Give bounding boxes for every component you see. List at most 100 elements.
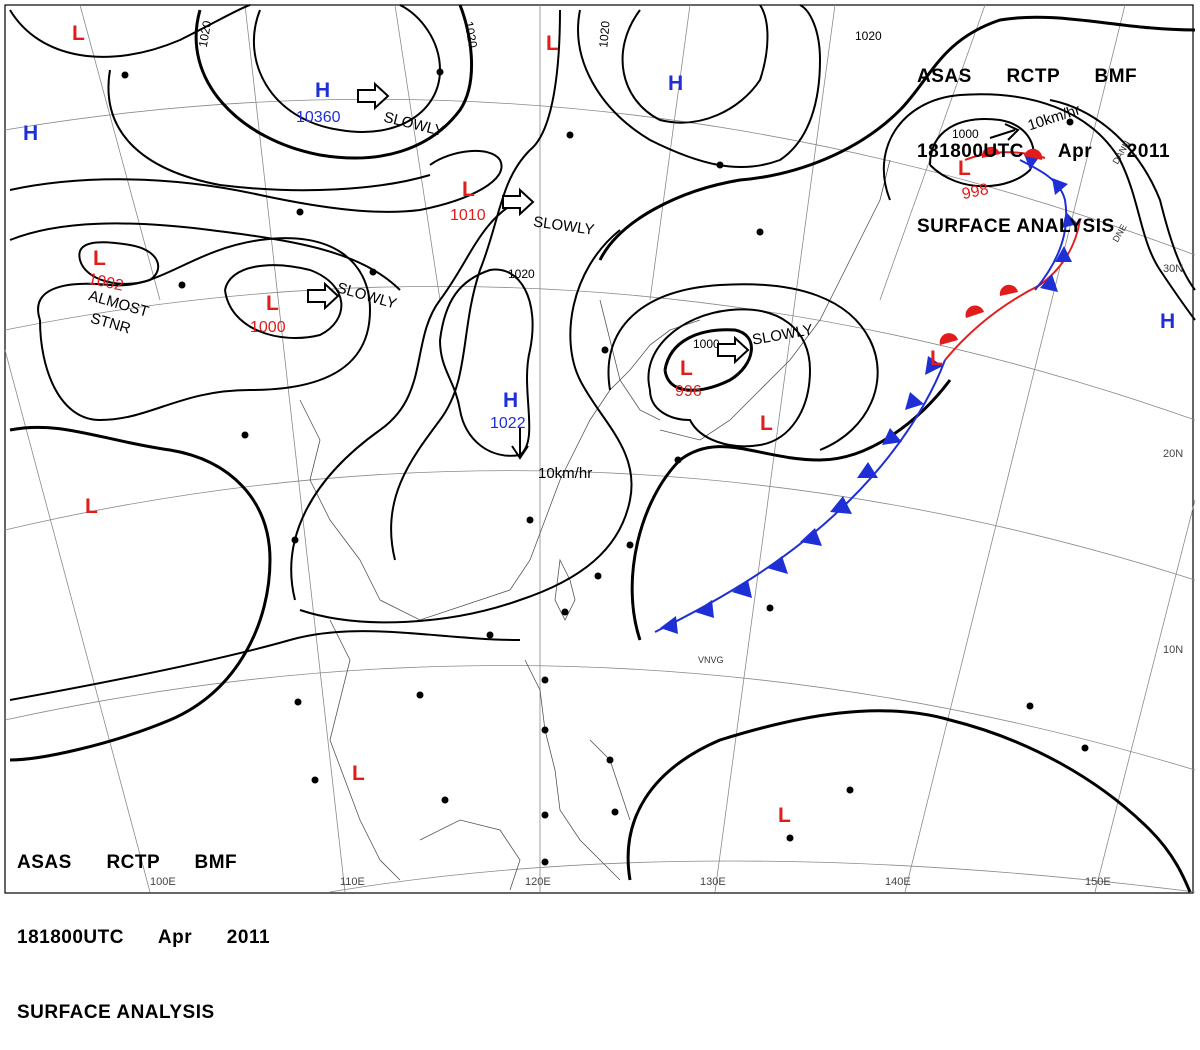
isobar-line xyxy=(663,328,753,392)
low-center-value: 996 xyxy=(675,383,702,400)
station-marker xyxy=(606,756,614,764)
low-center-symbol: L xyxy=(72,22,85,45)
station-marker xyxy=(541,676,549,684)
low-center-symbol: L xyxy=(266,292,279,315)
isobar-line xyxy=(252,4,442,133)
isobar-line xyxy=(78,241,160,285)
cold-front-line xyxy=(654,359,946,633)
station-marker xyxy=(294,698,302,706)
indochina-coast xyxy=(329,619,401,881)
isobar-line xyxy=(929,118,1035,188)
philippines-coast xyxy=(524,659,621,881)
station-marker xyxy=(541,811,549,819)
longitude-label: 120E xyxy=(525,876,551,888)
isobar-line xyxy=(9,630,521,701)
station-marker xyxy=(416,691,424,699)
coastlines xyxy=(299,159,891,891)
high-center-value: 1022 xyxy=(490,415,526,432)
isobar-line xyxy=(9,222,401,291)
isobar-label: 1020 xyxy=(196,19,214,48)
meridian-line xyxy=(904,4,1126,893)
low-center-value: 1000 xyxy=(250,319,286,336)
title-block-bottom: ASAS RCTP BMF 181800UTC Apr 2011 SURFACE… xyxy=(17,800,270,1050)
isobar-labels: 1020 1020 1020 1020 1020 1000 1000 xyxy=(196,19,979,351)
latitude-label: 10N xyxy=(1163,644,1183,656)
longitude-label: 140E xyxy=(885,876,911,888)
cold-front-triangles xyxy=(660,356,943,634)
isobar-line xyxy=(224,264,343,339)
korea-coast xyxy=(599,299,661,421)
isobar-line xyxy=(1049,99,1196,291)
weather-map: 100E 110E 120E 130E 140E 150E 30N 20N 10… xyxy=(4,4,1196,1023)
station-marker xyxy=(121,71,129,79)
station-marker xyxy=(486,631,494,639)
station-marker xyxy=(296,208,304,216)
station-marker xyxy=(178,281,186,289)
station-marker xyxy=(436,68,444,76)
high-center-value: 10360 xyxy=(296,109,341,126)
title-line-station: ASAS RCTP BMF xyxy=(17,852,238,873)
station-marker xyxy=(441,796,449,804)
low-center-symbol: L xyxy=(930,347,943,370)
title-line-station: ASAS RCTP BMF xyxy=(917,66,1138,87)
parallel-line xyxy=(4,285,1196,421)
parallel-line xyxy=(4,665,1196,771)
warm-front-semicircles xyxy=(939,284,1018,345)
low-center-symbol: L xyxy=(680,357,693,380)
station-marker xyxy=(601,346,609,354)
isobar-line xyxy=(299,229,633,624)
isobar-line xyxy=(9,4,251,58)
low-center-symbol: L xyxy=(85,495,98,518)
isobar-line xyxy=(577,4,822,169)
title-block-top: ASAS RCTP BMF 181800UTC Apr 2011 SURFACE… xyxy=(917,14,1170,264)
warm-front-line xyxy=(944,219,1081,361)
station-marker xyxy=(1081,744,1089,752)
title-line-time: 181800UTC Apr 2011 xyxy=(917,141,1171,162)
station-marker xyxy=(541,858,549,866)
isobar-line xyxy=(9,425,272,762)
isobar-line xyxy=(882,93,1196,321)
movement-arrow xyxy=(989,123,1020,141)
isobar-line xyxy=(390,9,561,561)
isobar-line xyxy=(9,149,503,213)
station-marker xyxy=(611,808,619,816)
low-center-symbol: L xyxy=(93,247,106,270)
china-coast xyxy=(299,319,701,621)
station-marker xyxy=(311,776,319,784)
station-marker xyxy=(626,541,634,549)
warm-front-semicircles xyxy=(981,146,1043,160)
parallel-line xyxy=(4,470,1196,581)
low-center-symbol: L xyxy=(778,804,791,827)
isobar-line xyxy=(37,237,372,422)
taiwan-coast xyxy=(554,558,576,621)
isobar-line xyxy=(607,283,879,451)
isobars xyxy=(9,4,1196,893)
isobar-label: 1020 xyxy=(462,20,480,49)
low-center-symbol: L xyxy=(546,32,559,55)
isobar-label: 1000 xyxy=(952,127,979,141)
low-center-value: 1010 xyxy=(450,207,486,224)
isobar-line xyxy=(107,69,431,192)
latitude-label: 30N xyxy=(1163,263,1183,275)
station-markers xyxy=(121,68,1089,866)
borneo-coast xyxy=(419,819,521,891)
station-marker xyxy=(766,604,774,612)
station-marker xyxy=(756,228,764,236)
japan-coast xyxy=(659,159,891,441)
meridian-line xyxy=(394,4,441,301)
high-center-symbol: H xyxy=(668,72,683,95)
meridian-line xyxy=(649,4,691,301)
isobar-label: 1020 xyxy=(855,29,882,43)
station-marker xyxy=(291,536,299,544)
station-marker xyxy=(594,572,602,580)
station-marker xyxy=(566,131,574,139)
movement-arrows xyxy=(307,81,1020,460)
meridian-line xyxy=(4,349,151,893)
low-center-symbol: L xyxy=(352,762,365,785)
latitude-labels: 30N 20N 10N xyxy=(1163,263,1183,656)
movement-arrow xyxy=(502,187,535,217)
surface-analysis-chart: 100E 110E 120E 130E 140E 150E 30N 20N 10… xyxy=(4,4,1196,894)
isobar-label: 1020 xyxy=(596,20,612,48)
station-marker xyxy=(561,608,569,616)
station-marker xyxy=(716,161,724,169)
